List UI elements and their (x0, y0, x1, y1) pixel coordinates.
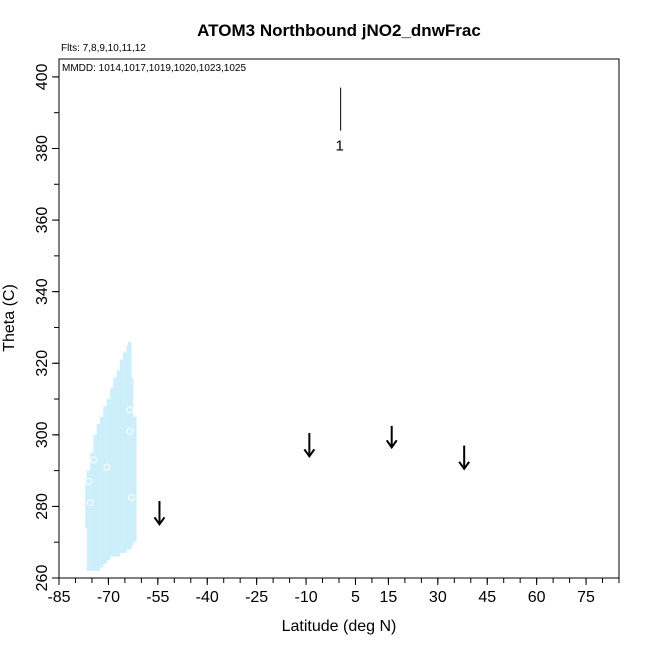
x-tick-label: -70 (97, 589, 120, 606)
arrow-2 (385, 425, 398, 450)
x-tick-label: -10 (294, 589, 317, 606)
y-tick-label: 300 (34, 421, 51, 448)
arrow-0 (153, 501, 166, 527)
shade-column-3 (93, 434, 98, 571)
shade-column-6 (103, 406, 107, 564)
hollow-point-6 (127, 493, 135, 501)
x-tick-label: -55 (146, 589, 169, 606)
shade-column-11 (119, 359, 124, 553)
shade-column-9 (113, 377, 117, 557)
hollow-points (85, 406, 135, 507)
y-tick-label: 340 (34, 278, 51, 305)
profile-lines: 1 (335, 87, 344, 155)
y-tick-label: 320 (34, 350, 51, 377)
hollow-point-0 (85, 477, 93, 485)
y-tick-label: 380 (34, 135, 51, 162)
y-tick-label: 280 (34, 493, 51, 520)
x-tick-label: -85 (47, 589, 70, 606)
profile-label-0: 1 (335, 138, 343, 155)
x-tick-label: 15 (380, 589, 398, 606)
arrow-3 (458, 445, 470, 471)
y-axis-label: Theta (C) (1, 284, 18, 352)
shade-column-16 (132, 416, 137, 543)
shade-column-8 (109, 388, 114, 557)
hollow-point-1 (86, 499, 94, 507)
shade-column-10 (116, 370, 121, 557)
x-tick-label: 5 (351, 589, 360, 606)
hollow-point-5 (126, 406, 134, 414)
shade-column-1 (86, 470, 91, 571)
x-tick-label: 45 (478, 589, 496, 606)
shaded-region (85, 341, 137, 571)
x-tick-label: -25 (245, 589, 268, 606)
shade-column-7 (106, 399, 111, 561)
shade-column-15 (129, 377, 134, 546)
arrow-1 (303, 433, 316, 459)
y-tick-label: 400 (34, 63, 51, 90)
y-axis: 260 280 300 320 340 360 380 400 (34, 63, 59, 591)
x-tick-label: 60 (528, 589, 546, 606)
hollow-point-4 (126, 427, 134, 435)
dates-note: MMDD: 1014,1017,1019,1020,1023,1025 (62, 63, 246, 74)
x-axis: -85 -70 -55 -40 -25 -10 5 15 30 45 60 75 (47, 578, 620, 606)
hollow-point-2 (90, 456, 98, 464)
arrow-markers (153, 425, 470, 527)
x-axis-label: Latitude (deg N) (282, 618, 397, 635)
y-tick-label: 360 (34, 207, 51, 234)
x-tick-label: 30 (429, 589, 447, 606)
chart-title: ATOM3 Northbound jNO2_dnwFrac (197, 21, 481, 40)
shade-column-12 (123, 352, 127, 553)
shade-column-5 (100, 416, 104, 568)
y-tick-label: 260 (34, 565, 51, 592)
x-tick-label: -40 (196, 589, 219, 606)
flights-note: Flts: 7,8,9,10,11,12 (61, 43, 146, 54)
hollow-point-3 (103, 463, 111, 471)
shade-column-4 (96, 424, 101, 571)
x-tick-label: 75 (577, 589, 595, 606)
shade-column-2 (90, 452, 94, 571)
